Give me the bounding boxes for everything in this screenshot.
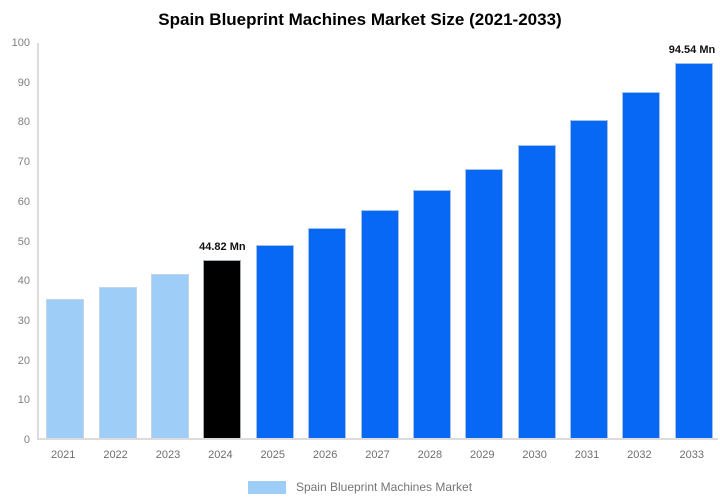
bar-2032	[622, 92, 661, 438]
x-axis-tick-label: 2029	[470, 449, 495, 461]
x-axis-tick-label: 2033	[679, 449, 705, 461]
x-axis-tick-label: 2032	[627, 449, 652, 461]
bar-2033	[674, 62, 713, 438]
y-axis-tick-label: 0	[23, 434, 30, 446]
bar-2028	[412, 190, 451, 438]
x-axis-tick-label: 2021	[50, 449, 76, 461]
bar-value-label: 44.82 Mn	[199, 241, 246, 254]
y-axis-tick-label: 100	[11, 37, 30, 49]
bar-value-label: 94.54 Mn	[668, 43, 716, 56]
x-axis-tick-label: 2022	[103, 449, 128, 461]
y-axis-tick-label: 30	[17, 314, 30, 327]
x-axis-tick-label: 2024	[208, 449, 233, 461]
legend-label: Spain Blueprint Machines Market	[295, 480, 473, 494]
bar-2025	[255, 244, 294, 438]
plot-area: 44.82 Mn 94.54 Mn	[37, 43, 718, 440]
x-axis-tick-label: 2027	[365, 449, 390, 461]
y-axis-tick-label: 50	[17, 235, 30, 248]
y-axis-tick-label: 40	[17, 275, 30, 288]
bar-2030	[517, 145, 556, 438]
bar-2023	[150, 274, 189, 438]
chart-title: Spain Blueprint Machines Market Size (20…	[158, 10, 562, 29]
x-axis-tick-label: 2025	[260, 449, 285, 461]
x-axis-tick-label: 2023	[155, 449, 181, 461]
x-axis-tick-label: 2026	[312, 449, 338, 461]
y-axis-tick-label: 90	[17, 76, 30, 89]
y-axis-tick-label: 70	[17, 156, 30, 169]
bar-2026	[308, 227, 347, 438]
x-axis-tick-label: 2031	[574, 449, 600, 461]
y-axis-tick-label: 60	[17, 195, 30, 208]
y-axis-tick-label: 20	[17, 354, 30, 367]
x-axis-tick-label: 2030	[522, 449, 547, 461]
bar-2021	[46, 299, 85, 438]
y-axis-tick-label: 10	[17, 394, 30, 407]
x-axis-tick-label: 2028	[417, 449, 443, 461]
bar-2022	[98, 287, 137, 438]
y-axis-tick-label: 80	[17, 116, 30, 129]
bar-2031	[570, 119, 609, 438]
bar-2029	[465, 168, 504, 438]
legend-swatch-icon	[247, 480, 286, 494]
bar-2027	[360, 209, 399, 438]
bar-2024	[203, 260, 242, 438]
legend: Spain Blueprint Machines Market	[0, 480, 720, 494]
